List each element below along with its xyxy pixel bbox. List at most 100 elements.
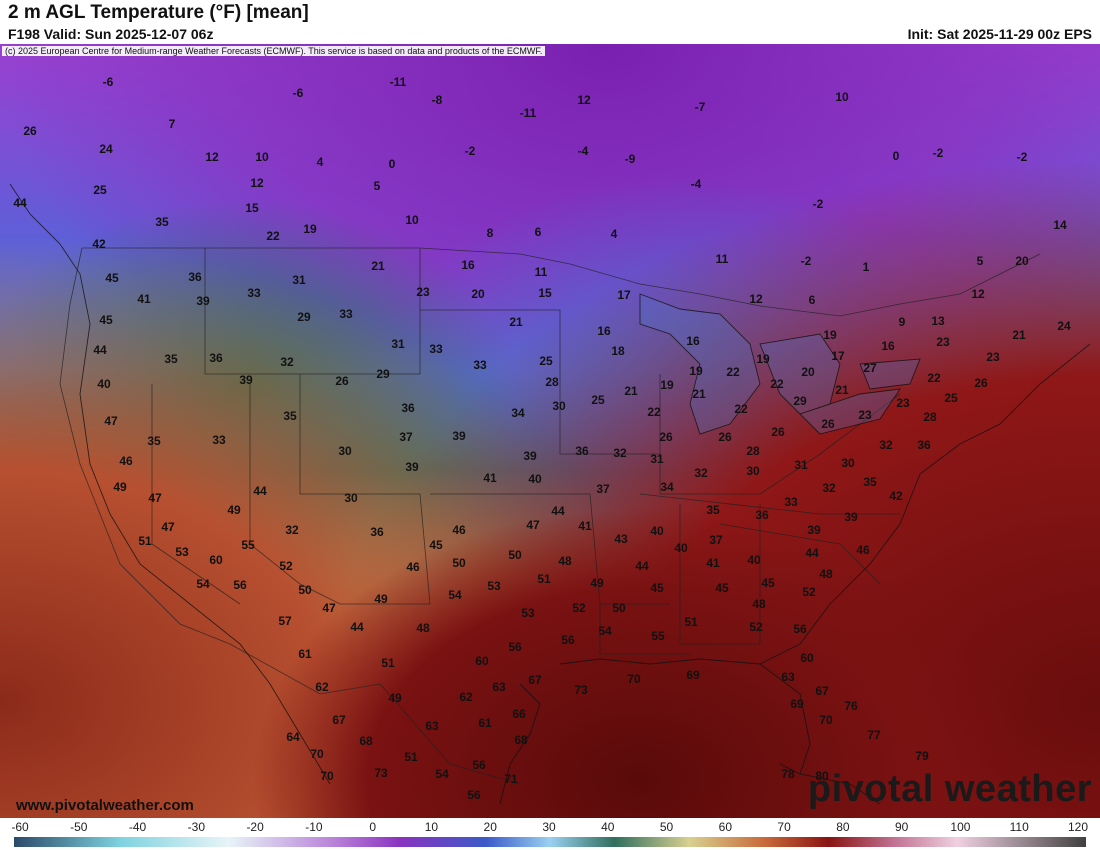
temperature-label: 44: [13, 196, 27, 210]
temperature-label: 70: [627, 672, 641, 686]
temperature-label: 4: [611, 227, 618, 241]
temperature-label: 9: [899, 315, 906, 329]
temperature-label: 12: [250, 176, 264, 190]
temperature-label: 16: [597, 324, 611, 338]
temperature-label: 16: [686, 334, 700, 348]
temperature-label: -2: [1017, 150, 1028, 164]
temperature-label: 33: [784, 495, 798, 509]
temperature-label: 10: [835, 90, 849, 104]
temperature-label: 36: [575, 444, 589, 458]
temperature-label: 20: [471, 287, 485, 301]
temperature-label: 61: [298, 647, 312, 661]
temperature-label: 25: [93, 183, 107, 197]
temperature-label: 52: [802, 585, 816, 599]
temperature-label: 57: [278, 614, 292, 628]
temperature-label: 51: [138, 534, 152, 548]
temperature-label: -2: [801, 254, 812, 268]
temperature-label: 21: [624, 384, 638, 398]
temperature-label: 36: [917, 438, 931, 452]
temperature-label: 68: [514, 733, 528, 747]
temperature-label: 41: [578, 519, 592, 533]
temperature-label: 37: [709, 533, 723, 547]
temperature-label: 47: [526, 518, 540, 532]
temperature-label: 73: [574, 683, 588, 697]
temperature-label: 70: [819, 713, 833, 727]
temperature-label: 19: [756, 352, 770, 366]
temperature-label: 23: [416, 285, 430, 299]
temperature-label: 56: [508, 640, 522, 654]
temperature-label: 30: [338, 444, 352, 458]
temperature-label: 40: [650, 524, 664, 538]
temperature-label: 48: [416, 621, 430, 635]
temperature-label: 44: [350, 620, 364, 634]
temperature-label: 56: [793, 622, 807, 636]
temperature-label: 10: [405, 213, 419, 227]
temperature-label: 24: [99, 142, 113, 156]
temperature-label: 29: [793, 394, 807, 408]
copyright-notice: (c) 2025 European Centre for Medium-rang…: [2, 46, 546, 56]
temperature-label: 26: [771, 425, 785, 439]
colorbar-tick: -30: [187, 820, 205, 834]
temperature-label: 16: [461, 258, 475, 272]
temperature-label: 44: [551, 504, 565, 518]
temperature-label: 28: [923, 410, 937, 424]
temperature-label: 77: [867, 728, 881, 742]
temperature-label: 63: [781, 670, 795, 684]
temperature-label: 64: [286, 730, 300, 744]
temperature-label: 33: [247, 286, 261, 300]
temperature-label: -11: [390, 75, 407, 89]
temperature-label: 22: [734, 402, 748, 416]
colorbar-tick: 40: [601, 820, 615, 834]
site-url[interactable]: www.pivotalweather.com: [16, 797, 194, 814]
temperature-label: -4: [691, 177, 702, 191]
temperature-label: 40: [528, 472, 542, 486]
temperature-label: 8: [487, 226, 494, 240]
colorbar-ticks: -60 -50 -40 -30 -20 -10 0 10 20 30 40 50 60 70 80 90 100…: [0, 818, 1100, 836]
colorbar-tick: -60: [11, 820, 29, 834]
temperature-label: 10: [255, 150, 269, 164]
colorbar-tick: 20: [483, 820, 497, 834]
temperature-label: 36: [755, 508, 769, 522]
temperature-label: 52: [279, 559, 293, 573]
temperature-label: -2: [813, 197, 824, 211]
temperature-label: 19: [689, 364, 703, 378]
temperature-label: 33: [339, 307, 353, 321]
temperature-label: 35: [283, 409, 297, 423]
temperature-label: 22: [927, 371, 941, 385]
brand-logo: pivotal weather: [807, 768, 1092, 810]
temperature-label: 50: [508, 548, 522, 562]
temperature-label: 32: [613, 446, 627, 460]
temperature-label: 47: [148, 491, 162, 505]
colorbar-tick: 80: [836, 820, 850, 834]
temperature-label: 70: [310, 747, 324, 761]
temperature-label: 45: [105, 271, 119, 285]
colorbar-tick: -40: [128, 820, 147, 834]
colorbar-tick: 30: [542, 820, 556, 834]
temperature-label: 39: [523, 449, 537, 463]
temperature-label: 53: [175, 545, 189, 559]
temperature-label: -9: [625, 152, 636, 166]
temperature-label: 51: [381, 656, 395, 670]
temperature-label: 35: [706, 503, 720, 517]
temperature-label: 31: [391, 337, 405, 351]
temperature-label: 80: [815, 769, 829, 783]
temperature-label: 5: [977, 254, 984, 268]
temperature-label: 41: [483, 471, 497, 485]
temperature-label: 67: [528, 673, 542, 687]
temperature-label: 30: [552, 399, 566, 413]
temperature-label: 17: [831, 349, 845, 363]
colorbar-tick: -10: [305, 820, 323, 834]
temperature-label: 32: [879, 438, 893, 452]
temperature-label: 15: [538, 286, 552, 300]
temperature-label: 43: [614, 532, 628, 546]
temperature-label: 25: [944, 391, 958, 405]
valid-time: F198 Valid: Sun 2025-12-07 06z: [8, 26, 214, 42]
temperature-label: 12: [971, 287, 985, 301]
temperature-label: 13: [931, 314, 945, 328]
temperature-label: 69: [790, 697, 804, 711]
state-borders: [59, 247, 1041, 785]
temperature-label: 31: [650, 452, 664, 466]
temperature-label: 32: [285, 523, 299, 537]
temperature-label: 67: [332, 713, 346, 727]
